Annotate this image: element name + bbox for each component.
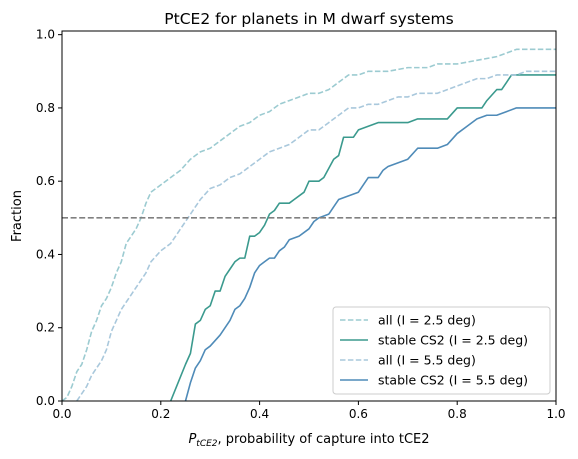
x-tick-label-2: 0.4 <box>250 407 269 421</box>
x-axis-label-symbol: P <box>188 432 196 447</box>
series-line-1 <box>62 48 556 401</box>
x-axis-label: PtCE2, probability of capture into tCE2 <box>188 432 429 449</box>
y-axis-label: Fraction <box>10 190 25 242</box>
x-axis-label-subscript: tCE2 <box>196 439 217 449</box>
x-axis: 0.0 0.2 0.4 0.6 0.8 1.0 <box>52 401 566 421</box>
x-tick-label-5: 1.0 <box>546 407 565 421</box>
plot-frame <box>61 30 557 402</box>
x-tick-label-0: 0.0 <box>52 407 71 421</box>
legend-label-4: stable CS2 (I = 5.5 deg) <box>378 373 528 388</box>
legend-label-1: all (I = 2.5 deg) <box>378 313 476 328</box>
x-tick-label-1: 0.2 <box>151 407 170 421</box>
series-line-2 <box>169 74 556 401</box>
y-tick-label-4: 0.8 <box>36 101 55 115</box>
y-tick-label-0: 0.0 <box>36 394 55 408</box>
chart-title: PtCE2 for planets in M dwarf systems <box>164 10 453 28</box>
y-tick-label-5: 1.0 <box>36 28 55 42</box>
legend: all (I = 2.5 deg) stable CS2 (I = 2.5 deg… <box>332 306 551 395</box>
y-tick-label-2: 0.4 <box>36 247 55 261</box>
plot-lines <box>62 48 556 401</box>
x-tick-label-4: 0.8 <box>448 407 467 421</box>
legend-label-3: all (I = 5.5 deg) <box>378 353 476 368</box>
legend-entries: all (I = 2.5 deg) stable CS2 (I = 2.5 deg… <box>340 313 528 388</box>
legend-label-2: stable CS2 (I = 2.5 deg) <box>378 333 528 348</box>
x-tick-label-3: 0.6 <box>349 407 368 421</box>
y-tick-label-1: 0.2 <box>36 321 55 335</box>
x-axis-label-rest: , probability of capture into tCE2 <box>218 432 430 447</box>
y-tick-label-3: 0.6 <box>36 174 55 188</box>
y-axis: 0.0 0.2 0.4 0.6 0.8 1.0 <box>36 28 62 408</box>
legend-box <box>332 306 551 395</box>
series-line-3 <box>76 70 556 401</box>
series-line-4 <box>184 107 556 401</box>
